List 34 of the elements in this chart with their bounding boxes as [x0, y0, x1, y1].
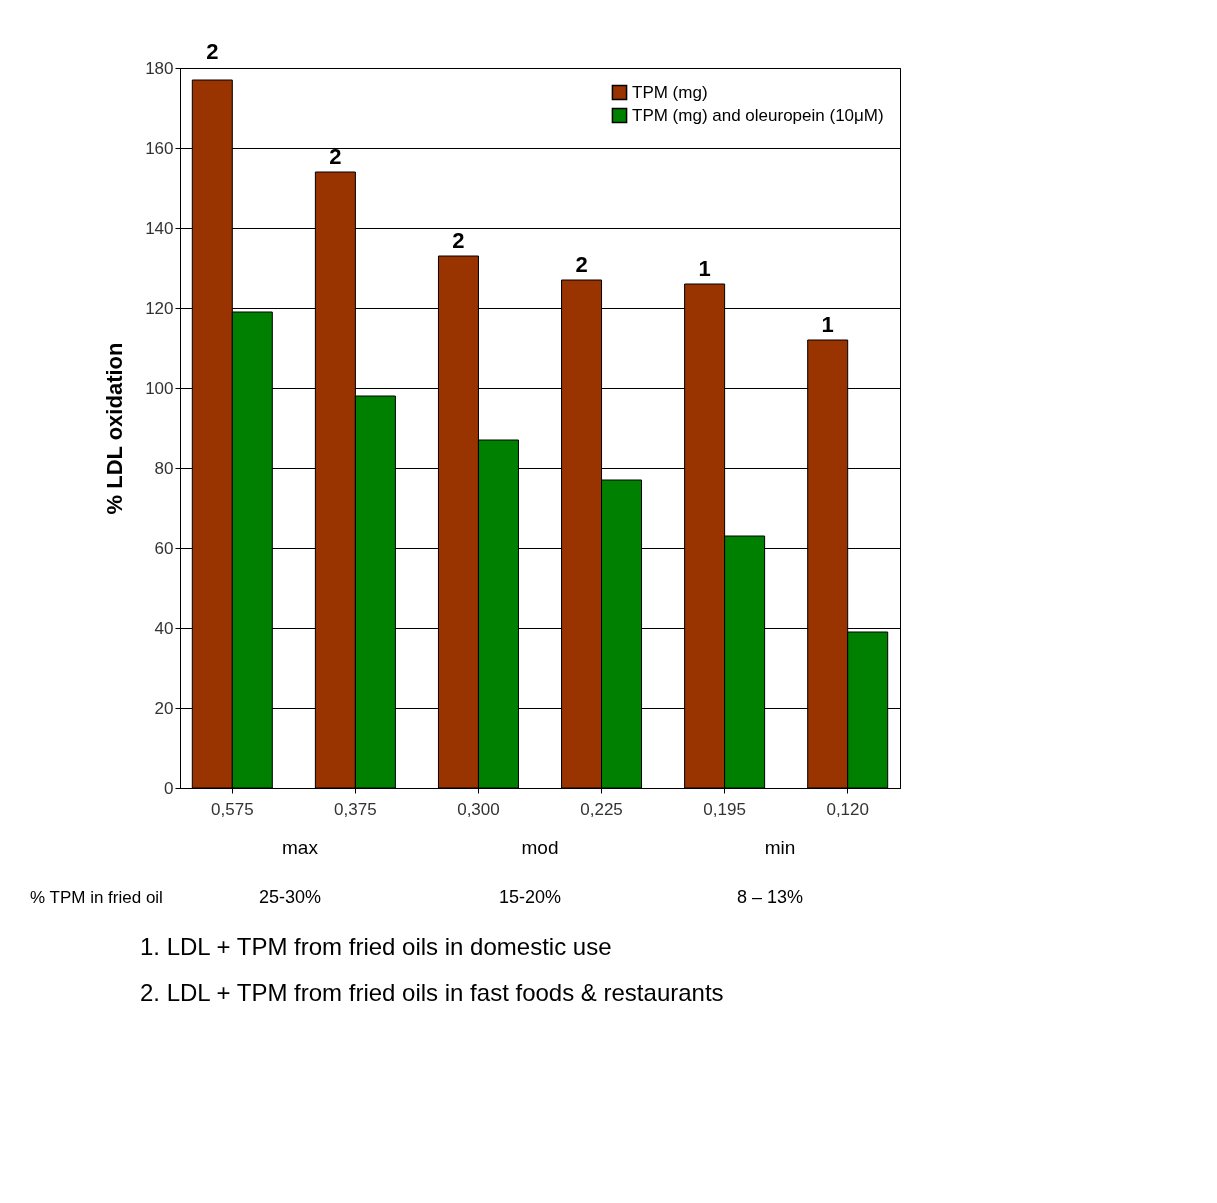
x-tick-label: 0,300 [457, 799, 500, 819]
annotation: 1 [698, 256, 711, 281]
annotation: 2 [206, 39, 219, 64]
annotation: 1 [821, 312, 834, 337]
text: max [282, 837, 319, 858]
text: 1. LDL + TPM from fried oils in domestic use [140, 933, 612, 960]
annotation: 2 [329, 144, 342, 169]
x-tick-label: 0,225 [580, 799, 623, 819]
x-tick-label: 0,195 [703, 799, 746, 819]
annotation: 2 [575, 252, 588, 277]
text: 2. LDL + TPM from fried oils in fast foods & restaurants [140, 979, 724, 1006]
text: min [764, 837, 796, 858]
y-tick-label: 0 [164, 778, 174, 798]
y-tick-label: 60 [154, 538, 174, 558]
x-tick-label: 0,120 [826, 799, 869, 819]
text: mod [521, 837, 559, 858]
x-tick-label: 0,375 [334, 799, 377, 819]
y-tick-label: 40 [154, 618, 174, 638]
y-tick-label: 80 [154, 458, 174, 478]
y-tick-label: 160 [145, 138, 174, 158]
y-tick-label: 180 [145, 58, 174, 78]
x-tick-label: 0,575 [211, 799, 254, 819]
legend-label: TPM (mg) [632, 82, 708, 102]
text: 15-20% [498, 887, 562, 907]
text: % TPM in fried oil [30, 888, 163, 907]
legend-label: TPM (mg) and oleuropein (10μM) [632, 105, 884, 125]
annotation: 2 [452, 228, 465, 253]
y-tick-label: 140 [145, 218, 174, 238]
y-axis-title: % LDL oxidation [102, 342, 128, 515]
text: 25-30% [258, 887, 322, 907]
y-tick-label: 100 [145, 378, 174, 398]
text: 8 – 13% [736, 887, 804, 907]
y-tick-label: 20 [154, 698, 174, 718]
y-tick-label: 120 [145, 298, 174, 318]
